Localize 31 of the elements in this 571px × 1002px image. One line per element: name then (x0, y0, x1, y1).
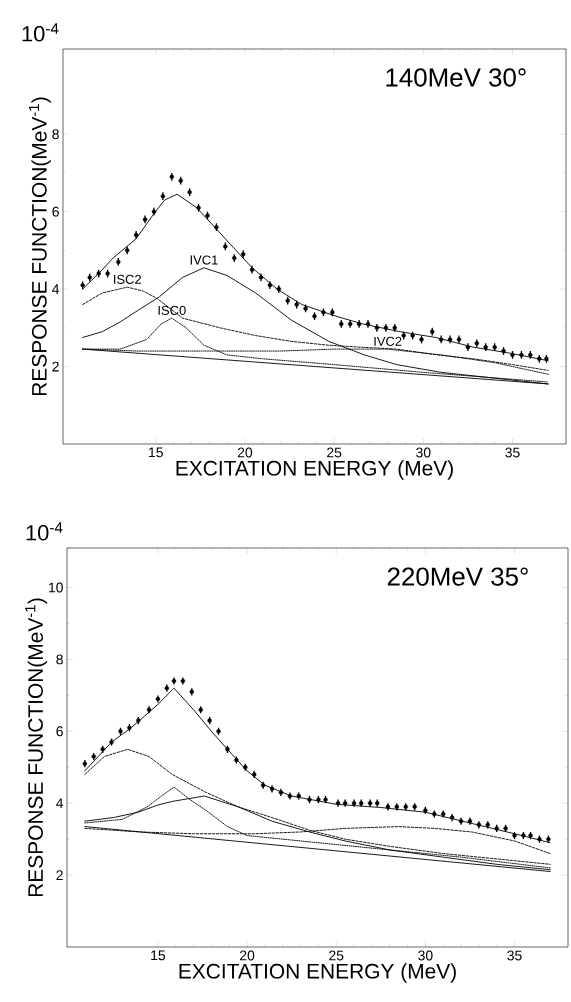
x-axis-title: EXCITATION ENERGY (MeV) (179, 963, 456, 983)
y-tick-label: 10 (49, 582, 63, 593)
x-tick-label: 20 (240, 950, 255, 961)
y-tick-label: 6 (52, 206, 59, 217)
x-tick-label: 35 (505, 447, 520, 458)
y-tick-label: 4 (52, 284, 60, 294)
x-tick-label: 35 (507, 950, 522, 961)
text: 10$^{-4}$ (26, 522, 63, 541)
x-tick-label: 30 (418, 950, 433, 961)
x-axis-title: EXCITATION ENERGY (MeV) (176, 460, 453, 480)
x-tick-label: 15 (149, 447, 163, 458)
annotation: IVC1 (190, 255, 218, 265)
y-tick-label: 2 (52, 361, 59, 372)
x-tick-label: 30 (416, 447, 431, 458)
x-tick-label: 15 (151, 950, 166, 961)
annotation: IVC2 (374, 336, 402, 346)
x-tick-label: 25 (327, 447, 342, 458)
y-tick-label: 8 (56, 654, 63, 665)
annotation: ISC2 (114, 274, 141, 284)
y-tick-label: 6 (56, 726, 63, 737)
text: 10$^{-4}$ (22, 23, 59, 42)
x-tick-label: 25 (329, 950, 344, 961)
y-tick-label: 8 (52, 129, 59, 140)
text: 220MeV 35° (387, 567, 528, 586)
text: 140MeV 30° (386, 68, 526, 87)
x-tick-label: 20 (237, 447, 253, 458)
y-axis-title: RESPONSE FUNCTION(MeV$^{-1}$) (25, 598, 48, 897)
annotation: ISC0 (158, 305, 186, 315)
y-tick-label: 4 (56, 798, 64, 809)
y-axis-title: RESPONSE FUNCTION(MeV$^{-1}$) (28, 97, 51, 396)
y-tick-label: 2 (56, 870, 63, 880)
